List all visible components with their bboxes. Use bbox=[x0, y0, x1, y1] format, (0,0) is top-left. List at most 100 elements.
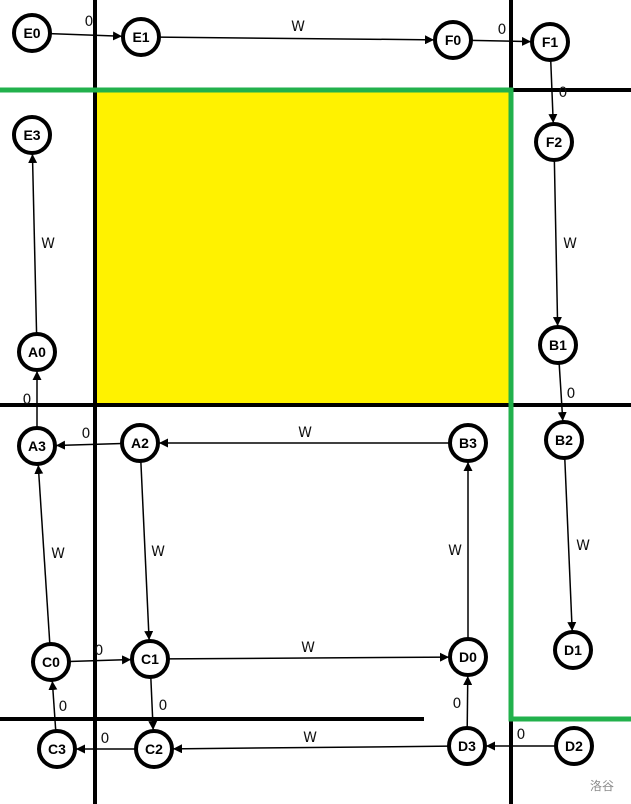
edge-label-e0-e1: 0 bbox=[85, 14, 94, 30]
node-label: E0 bbox=[23, 25, 40, 41]
node-a3: A3 bbox=[17, 426, 57, 466]
node-a0: A0 bbox=[17, 332, 57, 372]
node-circle bbox=[120, 423, 160, 463]
edge-label-d0-b3: W bbox=[448, 543, 462, 559]
node-circle bbox=[12, 115, 52, 155]
node-label: E1 bbox=[132, 29, 149, 45]
node-label: C2 bbox=[145, 741, 163, 757]
edge-label-c1-d0: W bbox=[301, 640, 315, 656]
edge-label-c2-c3: 0 bbox=[101, 731, 110, 747]
node-label: D0 bbox=[459, 649, 477, 665]
node-label: C3 bbox=[48, 741, 66, 757]
edge-f2-b1 bbox=[552, 159, 562, 327]
node-label: B1 bbox=[549, 337, 567, 353]
node-d1: D1 bbox=[553, 630, 593, 670]
node-circle bbox=[553, 630, 593, 670]
edge-d3-c2 bbox=[172, 744, 450, 754]
edge-label-d2-d3: 0 bbox=[517, 727, 526, 743]
node-c0: C0 bbox=[31, 642, 71, 682]
edge-d3-d0 bbox=[463, 675, 473, 729]
edge-label-d3-c2: W bbox=[303, 730, 317, 746]
edge-c1-d0 bbox=[167, 652, 450, 662]
edge-label-c1-c2: 0 bbox=[159, 698, 168, 714]
highlighted-region bbox=[97, 90, 511, 405]
node-circle bbox=[121, 17, 161, 57]
node-b1: B1 bbox=[538, 325, 578, 365]
node-label: F1 bbox=[542, 34, 559, 50]
node-d3: D3 bbox=[447, 726, 487, 766]
node-circle bbox=[554, 726, 594, 766]
edge-label-c3-c0: 0 bbox=[59, 699, 68, 715]
node-f2: F2 bbox=[534, 122, 574, 162]
node-circle bbox=[447, 726, 487, 766]
edge-label-f0-f1: 0 bbox=[498, 22, 507, 38]
edge-a2-a3 bbox=[55, 440, 123, 450]
node-circle bbox=[448, 637, 488, 677]
nodes: E0 E1 F0 F1 F2 E3 A0 A3 A2 B3 B1 B2 C0 C1 D0 D1 C3 C2 D3 D2 bbox=[12, 13, 594, 769]
node-a2: A2 bbox=[120, 423, 160, 463]
node-label: D2 bbox=[565, 738, 583, 754]
edge-a0-e3 bbox=[28, 153, 38, 335]
edge-label-b1-b2: 0 bbox=[567, 386, 576, 402]
node-circle bbox=[448, 423, 488, 463]
edge-label-c0-a3: W bbox=[51, 546, 65, 562]
edge-label-f2-b1: W bbox=[563, 236, 577, 252]
node-d0: D0 bbox=[448, 637, 488, 677]
node-f0: F0 bbox=[433, 20, 473, 60]
node-label: F0 bbox=[445, 32, 462, 48]
node-label: B3 bbox=[459, 435, 477, 451]
node-label: C0 bbox=[42, 654, 60, 670]
node-circle bbox=[17, 426, 57, 466]
node-label: C1 bbox=[141, 651, 159, 667]
node-c3: C3 bbox=[37, 729, 77, 769]
edge-label-c0-c1: 0 bbox=[95, 643, 104, 659]
node-circle bbox=[37, 729, 77, 769]
node-circle bbox=[31, 642, 71, 682]
node-circle bbox=[433, 20, 473, 60]
edge-f1-f2 bbox=[548, 59, 558, 124]
edge-label-b3-a2: W bbox=[298, 425, 312, 441]
node-circle bbox=[17, 332, 57, 372]
edge-label-f1-f2: 0 bbox=[559, 85, 568, 101]
node-c2: C2 bbox=[134, 729, 174, 769]
edge-a2-c1 bbox=[140, 460, 154, 641]
node-label: A3 bbox=[28, 438, 46, 454]
node-circle bbox=[130, 639, 170, 679]
node-label: B2 bbox=[555, 432, 573, 448]
node-b2: B2 bbox=[544, 420, 584, 460]
watermark: 洛谷 bbox=[590, 778, 614, 793]
edge-e1-f0 bbox=[158, 35, 435, 45]
node-d2: D2 bbox=[554, 726, 594, 766]
node-label: D3 bbox=[458, 738, 476, 754]
node-circle bbox=[12, 13, 52, 53]
node-label: D1 bbox=[564, 642, 582, 658]
edge-c1-c2 bbox=[148, 676, 158, 731]
node-e0: E0 bbox=[12, 13, 52, 53]
edge-b2-d1 bbox=[564, 457, 577, 632]
node-b3: B3 bbox=[448, 423, 488, 463]
node-label: A0 bbox=[28, 344, 46, 360]
node-e3: E3 bbox=[12, 115, 52, 155]
node-circle bbox=[530, 22, 570, 62]
node-f1: F1 bbox=[530, 22, 570, 62]
node-circle bbox=[534, 122, 574, 162]
node-e1: E1 bbox=[121, 17, 161, 57]
edge-f0-f1 bbox=[470, 36, 532, 46]
edge-e0-e1 bbox=[49, 31, 123, 41]
edge-label-a3-a0: 0 bbox=[23, 392, 32, 408]
node-circle bbox=[538, 325, 578, 365]
node-circle bbox=[544, 420, 584, 460]
edges: 0 W 0 0 W 0 W W 0 0 W W W 0 W W 0 0 0 W 0 0 bbox=[23, 14, 590, 754]
edge-label-e1-f0: W bbox=[291, 19, 305, 35]
edge-label-a0-e3: W bbox=[41, 236, 55, 252]
edge-b1-b2 bbox=[557, 362, 567, 422]
node-label: A2 bbox=[131, 435, 149, 451]
node-label: F2 bbox=[546, 134, 563, 150]
edge-label-b2-d1: W bbox=[576, 538, 590, 554]
edge-label-d3-d0: 0 bbox=[453, 696, 462, 712]
node-label: E3 bbox=[23, 127, 40, 143]
edge-c3-c0 bbox=[48, 680, 58, 732]
boundary-path bbox=[0, 87, 631, 722]
node-c1: C1 bbox=[130, 639, 170, 679]
